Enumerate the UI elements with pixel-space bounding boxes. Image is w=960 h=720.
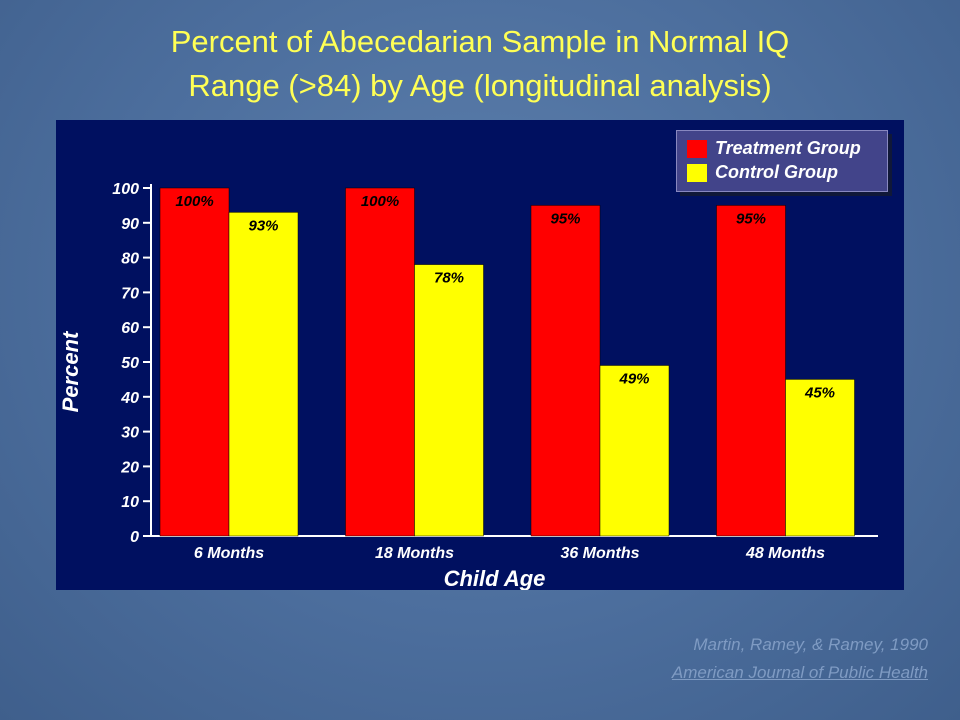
x-tick-label: 18 Months: [375, 545, 454, 562]
bar-treatment: [530, 205, 601, 537]
bar-treatment: [159, 187, 230, 537]
y-tick-label: 70: [121, 285, 139, 302]
bar-data-label: 95%: [736, 210, 766, 227]
y-tick-label: 40: [120, 390, 139, 407]
y-tick-label: 100: [112, 181, 139, 198]
y-tick-label: 30: [121, 425, 139, 442]
y-tick-label: 80: [121, 251, 139, 268]
legend-swatch-control: [687, 164, 707, 182]
bar-data-label: 45%: [804, 384, 835, 401]
bar-treatment: [716, 205, 786, 537]
citation-journal-link[interactable]: American Journal of Public Health: [671, 663, 928, 682]
bar-data-label: 95%: [550, 210, 580, 227]
x-tick-label: 6 Months: [194, 545, 264, 562]
bar-data-label: 93%: [248, 217, 278, 234]
chart-panel: 0 10 20 30 40 50 60 70 80 90 100 100% 93% 6 Months 100…: [56, 120, 904, 590]
bar-treatment: [345, 187, 415, 537]
bar-control: [599, 365, 670, 537]
bar-control: [785, 379, 855, 537]
y-tick-label: 20: [120, 459, 139, 476]
bar-data-label: 100%: [361, 193, 399, 210]
bar-control: [228, 212, 299, 537]
y-tick-label: 0: [130, 529, 139, 546]
legend-swatch-treatment: [687, 140, 707, 158]
chart-legend: Treatment Group Control Group: [676, 130, 888, 192]
y-tick-label: 60: [121, 320, 139, 337]
slide-title-line-2: Range (>84) by Age (longitudinal analysi…: [188, 68, 772, 103]
slide-title-line-1: Percent of Abecedarian Sample in Normal …: [170, 24, 790, 59]
bar-data-label: 100%: [175, 193, 213, 210]
bar-data-label: 78%: [434, 270, 464, 287]
slide-title: Percent of Abecedarian Sample in Normal …: [0, 20, 960, 108]
y-tick-label: 90: [121, 216, 139, 233]
bar-control: [414, 264, 484, 537]
x-axis-title: Child Age: [444, 566, 546, 590]
bar-chart: 0 10 20 30 40 50 60 70 80 90 100 100% 93% 6 Months 100…: [58, 181, 878, 590]
bar-data-label: 49%: [618, 370, 649, 387]
y-tick-label: 10: [121, 494, 139, 511]
x-tick-label: 48 Months: [745, 545, 825, 562]
y-tick-label: 50: [121, 355, 139, 372]
citation-authors: Martin, Ramey, & Ramey, 1990: [693, 635, 928, 654]
x-tick-label: 36 Months: [560, 545, 639, 562]
legend-label-control: Control Group: [715, 162, 838, 182]
y-axis-title: Percent: [58, 330, 83, 412]
legend-label-treatment: Treatment Group: [715, 138, 861, 158]
citation: Martin, Ramey, & Ramey, 1990 American Jo…: [672, 631, 928, 687]
